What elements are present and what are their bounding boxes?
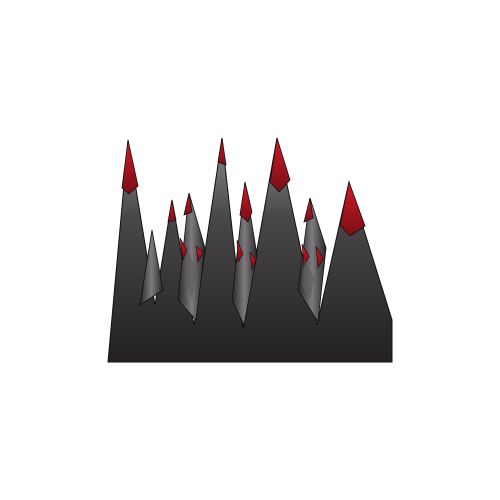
shade-1 — [186, 250, 196, 300]
cap-peak-5 — [239, 181, 253, 223]
cap-peak-7 — [303, 197, 314, 223]
ridge-mid — [231, 181, 258, 327]
ridge-mid-left — [177, 192, 206, 321]
cap-peak-6 — [269, 137, 291, 193]
cap-peak-4 — [217, 137, 227, 166]
shade-2 — [302, 260, 314, 300]
cap-peak-1 — [121, 139, 139, 195]
facet-4 — [249, 250, 257, 271]
ridge-right — [297, 197, 327, 324]
facet-6 — [315, 245, 324, 270]
facet-2 — [195, 245, 204, 264]
facet-3 — [236, 239, 244, 263]
cap-peak-3 — [183, 192, 193, 216]
ridge-left — [139, 229, 164, 306]
mountain-base — [107, 137, 393, 363]
cap-peak-2 — [167, 199, 177, 223]
facet-5 — [301, 243, 310, 268]
cap-peak-8 — [339, 180, 366, 237]
facet-1 — [179, 237, 188, 262]
